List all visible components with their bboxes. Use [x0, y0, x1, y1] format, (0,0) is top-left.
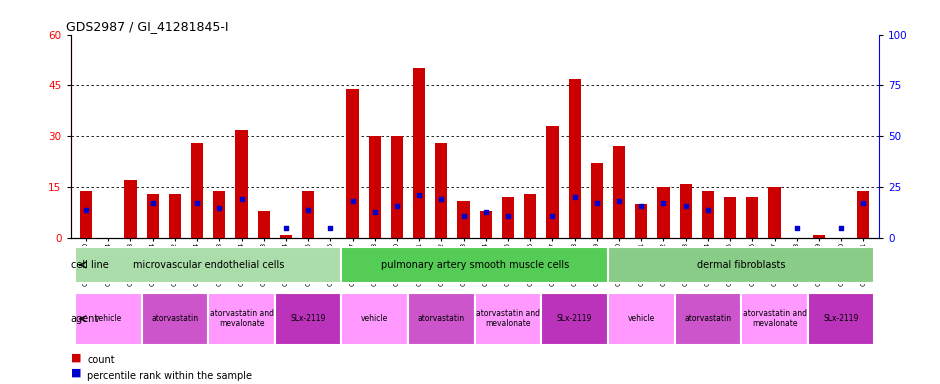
Bar [274, 293, 341, 344]
Point [389, 202, 404, 209]
Text: atorvastatin: atorvastatin [417, 314, 465, 323]
Bar [590, 164, 603, 238]
Point [656, 200, 671, 207]
Bar [191, 143, 203, 238]
Point [545, 213, 560, 219]
Bar [569, 79, 581, 238]
Bar [391, 136, 403, 238]
Point [834, 225, 849, 231]
Point [456, 213, 471, 219]
Point [612, 199, 627, 205]
Bar [768, 187, 780, 238]
Text: percentile rank within the sample: percentile rank within the sample [87, 371, 253, 381]
Text: SLx-2119: SLx-2119 [290, 314, 326, 323]
Bar [746, 197, 759, 238]
Bar [169, 194, 181, 238]
Text: vehicle: vehicle [361, 314, 388, 323]
Text: vehicle: vehicle [628, 314, 655, 323]
Text: dermal fibroblasts: dermal fibroblasts [697, 260, 786, 270]
Point [567, 194, 582, 200]
Bar [502, 197, 514, 238]
Bar [413, 68, 425, 238]
Bar [435, 143, 447, 238]
Text: agent: agent [70, 314, 99, 324]
Point [589, 200, 604, 207]
Bar [680, 184, 692, 238]
Bar [813, 235, 825, 238]
Text: vehicle: vehicle [95, 314, 122, 323]
Bar [75, 293, 142, 344]
Point [212, 204, 227, 210]
Bar [675, 293, 742, 344]
Bar [341, 247, 608, 283]
Bar [479, 211, 492, 238]
Point [190, 200, 205, 207]
Point [368, 209, 383, 215]
Point [322, 225, 337, 231]
Bar [147, 194, 159, 238]
Point [278, 225, 293, 231]
Text: cell line: cell line [70, 260, 108, 270]
Bar [235, 129, 247, 238]
Bar [80, 190, 92, 238]
Bar [541, 293, 608, 344]
Text: ■: ■ [70, 367, 81, 377]
Bar [302, 190, 314, 238]
Text: ■: ■ [70, 352, 81, 362]
Bar [807, 293, 874, 344]
Point [145, 200, 160, 207]
Point [345, 199, 360, 205]
Text: GDS2987 / GI_41281845-I: GDS2987 / GI_41281845-I [67, 20, 229, 33]
Bar [142, 293, 208, 344]
Point [855, 200, 870, 207]
Point [234, 196, 249, 202]
Point [500, 213, 515, 219]
Bar [613, 147, 625, 238]
Text: atorvastatin: atorvastatin [151, 314, 198, 323]
Bar [258, 211, 270, 238]
Bar [525, 194, 537, 238]
Bar [608, 247, 874, 283]
Text: SLx-2119: SLx-2119 [823, 314, 859, 323]
Point [700, 207, 715, 213]
Bar [742, 293, 807, 344]
Text: atorvastatin: atorvastatin [684, 314, 731, 323]
Point [412, 192, 427, 199]
Bar [408, 293, 475, 344]
Text: atorvastatin and
mevalonate: atorvastatin and mevalonate [476, 309, 540, 328]
Bar [75, 247, 341, 283]
Point [634, 202, 649, 209]
Point [790, 225, 805, 231]
Point [434, 196, 449, 202]
Bar [857, 190, 870, 238]
Bar [368, 136, 381, 238]
Bar [724, 197, 736, 238]
Point [301, 207, 316, 213]
Text: pulmonary artery smooth muscle cells: pulmonary artery smooth muscle cells [381, 260, 569, 270]
Text: microvascular endothelial cells: microvascular endothelial cells [133, 260, 284, 270]
Bar [213, 190, 226, 238]
Text: atorvastatin and
mevalonate: atorvastatin and mevalonate [743, 309, 807, 328]
Bar [635, 204, 648, 238]
Text: atorvastatin and
mevalonate: atorvastatin and mevalonate [210, 309, 274, 328]
Bar [608, 293, 675, 344]
Bar [280, 235, 292, 238]
Point [678, 202, 693, 209]
Bar [702, 190, 714, 238]
Bar [458, 201, 470, 238]
Bar [347, 89, 359, 238]
Bar [546, 126, 558, 238]
Text: count: count [87, 355, 115, 365]
Text: SLx-2119: SLx-2119 [557, 314, 592, 323]
Bar [124, 180, 136, 238]
Bar [657, 187, 669, 238]
Point [79, 207, 94, 213]
Bar [208, 293, 274, 344]
Point [478, 209, 494, 215]
Bar [341, 293, 408, 344]
Bar [475, 293, 541, 344]
